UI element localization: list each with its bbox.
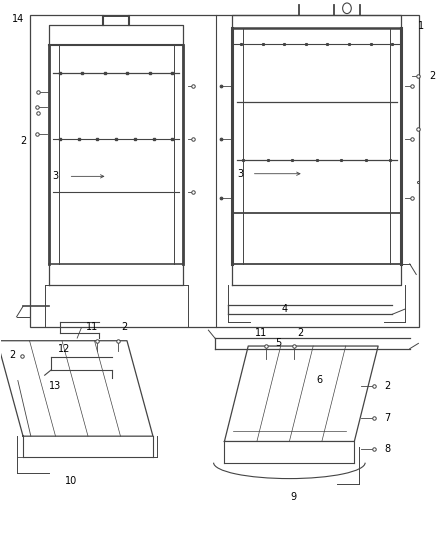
Text: 11: 11 xyxy=(86,322,99,333)
Text: 2: 2 xyxy=(122,322,128,333)
Text: 1: 1 xyxy=(417,21,424,31)
Bar xyxy=(29,14,419,327)
Text: 2: 2 xyxy=(297,328,304,338)
Text: 11: 11 xyxy=(255,328,267,338)
Text: 7: 7 xyxy=(385,413,391,423)
Text: 2: 2 xyxy=(9,350,15,360)
Text: 2: 2 xyxy=(385,381,391,391)
Text: 2: 2 xyxy=(20,136,27,146)
Text: 5: 5 xyxy=(276,338,282,349)
Text: 8: 8 xyxy=(385,445,391,455)
Text: 3: 3 xyxy=(238,169,244,179)
Text: 4: 4 xyxy=(282,304,288,314)
Text: 14: 14 xyxy=(12,14,24,24)
Text: 9: 9 xyxy=(291,492,297,502)
Text: 6: 6 xyxy=(317,375,323,385)
Text: 2: 2 xyxy=(429,70,435,80)
Text: 13: 13 xyxy=(49,381,62,391)
Text: 12: 12 xyxy=(58,344,71,354)
Text: 3: 3 xyxy=(53,172,59,181)
Text: 10: 10 xyxy=(64,477,77,486)
